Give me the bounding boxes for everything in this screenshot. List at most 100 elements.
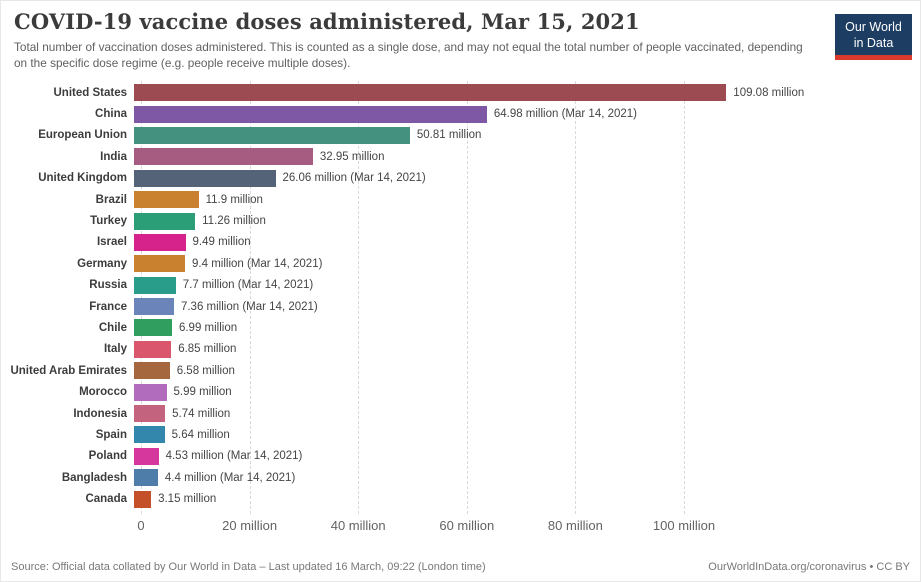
bar[interactable] xyxy=(134,169,276,187)
chart-row: Turkey 11.26 million xyxy=(1,210,920,231)
chart-row: Morocco 5.99 million xyxy=(1,381,920,402)
bar[interactable] xyxy=(134,298,174,316)
chart-row: Chile 6.99 million xyxy=(1,317,920,338)
country-label: Bangladesh xyxy=(61,471,127,484)
chart-row: United Arab Emirates 6.58 million xyxy=(1,360,920,381)
country-label: Germany xyxy=(77,257,127,270)
country-label: United Kingdom xyxy=(38,172,127,185)
bar[interactable] xyxy=(134,383,167,401)
bar-value-label: 6.58 million xyxy=(176,364,235,377)
bar-value-label: 6.85 million xyxy=(178,343,237,356)
country-label: United Arab Emirates xyxy=(10,364,127,377)
country-label: China xyxy=(95,108,127,121)
chart-row: France 7.36 million (Mar 14, 2021) xyxy=(1,296,920,317)
bar[interactable] xyxy=(134,405,166,423)
chart-row: India 32.95 million xyxy=(1,146,920,167)
chart-row: Bangladesh 4.4 million (Mar 14, 2021) xyxy=(1,467,920,488)
bar-value-label: 50.81 million xyxy=(416,129,482,142)
bar[interactable] xyxy=(134,148,313,166)
owid-logo[interactable]: Our World in Data xyxy=(835,14,912,60)
bar-value-label: 26.06 million (Mar 14, 2021) xyxy=(282,172,426,185)
bar[interactable] xyxy=(134,84,727,102)
country-label: Chile xyxy=(98,321,127,334)
bar-value-label: 6.99 million xyxy=(178,321,238,334)
bar[interactable] xyxy=(134,362,170,380)
gridline xyxy=(575,81,577,514)
attribution-note: OurWorldInData.org/coronavirus • CC BY xyxy=(708,561,910,573)
chart-row: Spain 5.64 million xyxy=(1,424,920,445)
country-label: Morocco xyxy=(79,386,127,399)
bar[interactable] xyxy=(134,126,410,144)
x-tick-label: 20 million xyxy=(222,518,278,533)
bar[interactable] xyxy=(134,319,172,337)
country-label: Canada xyxy=(85,493,127,506)
chart-row: Poland 4.53 million (Mar 14, 2021) xyxy=(1,446,920,467)
bar[interactable] xyxy=(134,426,165,444)
chart-row: United States 109.08 million xyxy=(1,82,920,103)
country-label: European Union xyxy=(38,129,127,142)
bar[interactable] xyxy=(134,212,196,230)
bar[interactable] xyxy=(134,340,172,358)
country-label: Brazil xyxy=(95,193,127,206)
bar[interactable] xyxy=(134,276,176,294)
x-tick-label: 0 xyxy=(137,518,145,533)
bar-value-label: 5.74 million xyxy=(172,407,231,420)
chart-row: Israel 9.49 million xyxy=(1,232,920,253)
gridline xyxy=(249,81,251,514)
chart-row: Russia 7.7 million (Mar 14, 2021) xyxy=(1,275,920,296)
owid-logo-line2: in Data xyxy=(853,36,894,50)
chart-row: Canada 3.15 million xyxy=(1,488,920,509)
chart-rows: United States 109.08 million China 64.98 mi… xyxy=(1,82,920,510)
x-tick-label: 40 million xyxy=(330,518,386,533)
bar[interactable] xyxy=(134,469,158,487)
country-label: Turkey xyxy=(90,215,127,228)
x-tick-label: 80 million xyxy=(547,518,603,533)
bar-value-label: 9.4 million (Mar 14, 2021) xyxy=(192,257,323,270)
bar-value-label: 11.9 million xyxy=(205,193,263,206)
chart-row: United Kingdom 26.06 million (Mar 14, 202… xyxy=(1,168,920,189)
bar-value-label: 11.26 million xyxy=(202,215,266,228)
bar-value-label: 4.4 million (Mar 14, 2021) xyxy=(164,471,296,484)
chart-header: COVID-19 vaccine doses administered, Mar… xyxy=(14,9,824,71)
chart-title: COVID-19 vaccine doses administered, Mar… xyxy=(14,9,640,34)
chart-row: Brazil 11.9 million xyxy=(1,189,920,210)
bar[interactable] xyxy=(134,447,159,465)
chart-footer: Source: Official data collated by Our Wo… xyxy=(11,561,910,573)
gridline xyxy=(684,81,685,514)
bar[interactable] xyxy=(134,255,186,273)
country-label: Russia xyxy=(89,279,127,292)
gridline xyxy=(466,81,468,514)
x-tick-label: 100 million xyxy=(652,518,716,533)
bar[interactable] xyxy=(134,490,152,508)
bar-value-label: 9.49 million xyxy=(192,236,251,249)
source-note: Source: Official data collated by Our Wo… xyxy=(11,561,486,573)
chart-row: Italy 6.85 million xyxy=(1,339,920,360)
bar[interactable] xyxy=(134,105,487,123)
bar[interactable] xyxy=(134,191,199,209)
bar-value-label: 7.7 million (Mar 14, 2021) xyxy=(182,279,314,292)
bar-value-label: 4.53 million (Mar 14, 2021) xyxy=(165,450,303,463)
country-label: United States xyxy=(53,86,128,99)
country-label: Indonesia xyxy=(73,407,127,420)
country-label: France xyxy=(89,300,127,313)
bar-value-label: 5.99 million xyxy=(173,386,232,399)
bar-value-label: 5.64 million xyxy=(171,428,230,441)
country-label: Israel xyxy=(96,236,127,249)
country-label: Italy xyxy=(103,343,127,356)
gridline xyxy=(141,81,142,514)
bar-value-label: 32.95 million xyxy=(319,150,385,163)
x-axis: 0 20 million 40 million 60 million 80 millio… xyxy=(137,518,881,538)
chart-row: China 64.98 million (Mar 14, 2021) xyxy=(1,103,920,124)
plot-gridlines xyxy=(141,81,881,514)
owid-logo-line1: Our World xyxy=(845,20,902,34)
chart-row: Indonesia 5.74 million xyxy=(1,403,920,424)
bar-value-label: 3.15 million xyxy=(158,493,217,506)
bar-value-label: 7.36 million (Mar 14, 2021) xyxy=(180,300,318,313)
country-label: India xyxy=(100,150,127,163)
country-label: Spain xyxy=(95,428,127,441)
bar-value-label: 109.08 million xyxy=(733,86,805,99)
x-tick-label: 60 million xyxy=(439,518,495,533)
bar-value-label: 64.98 million (Mar 14, 2021) xyxy=(493,108,638,121)
bar[interactable] xyxy=(134,233,186,251)
